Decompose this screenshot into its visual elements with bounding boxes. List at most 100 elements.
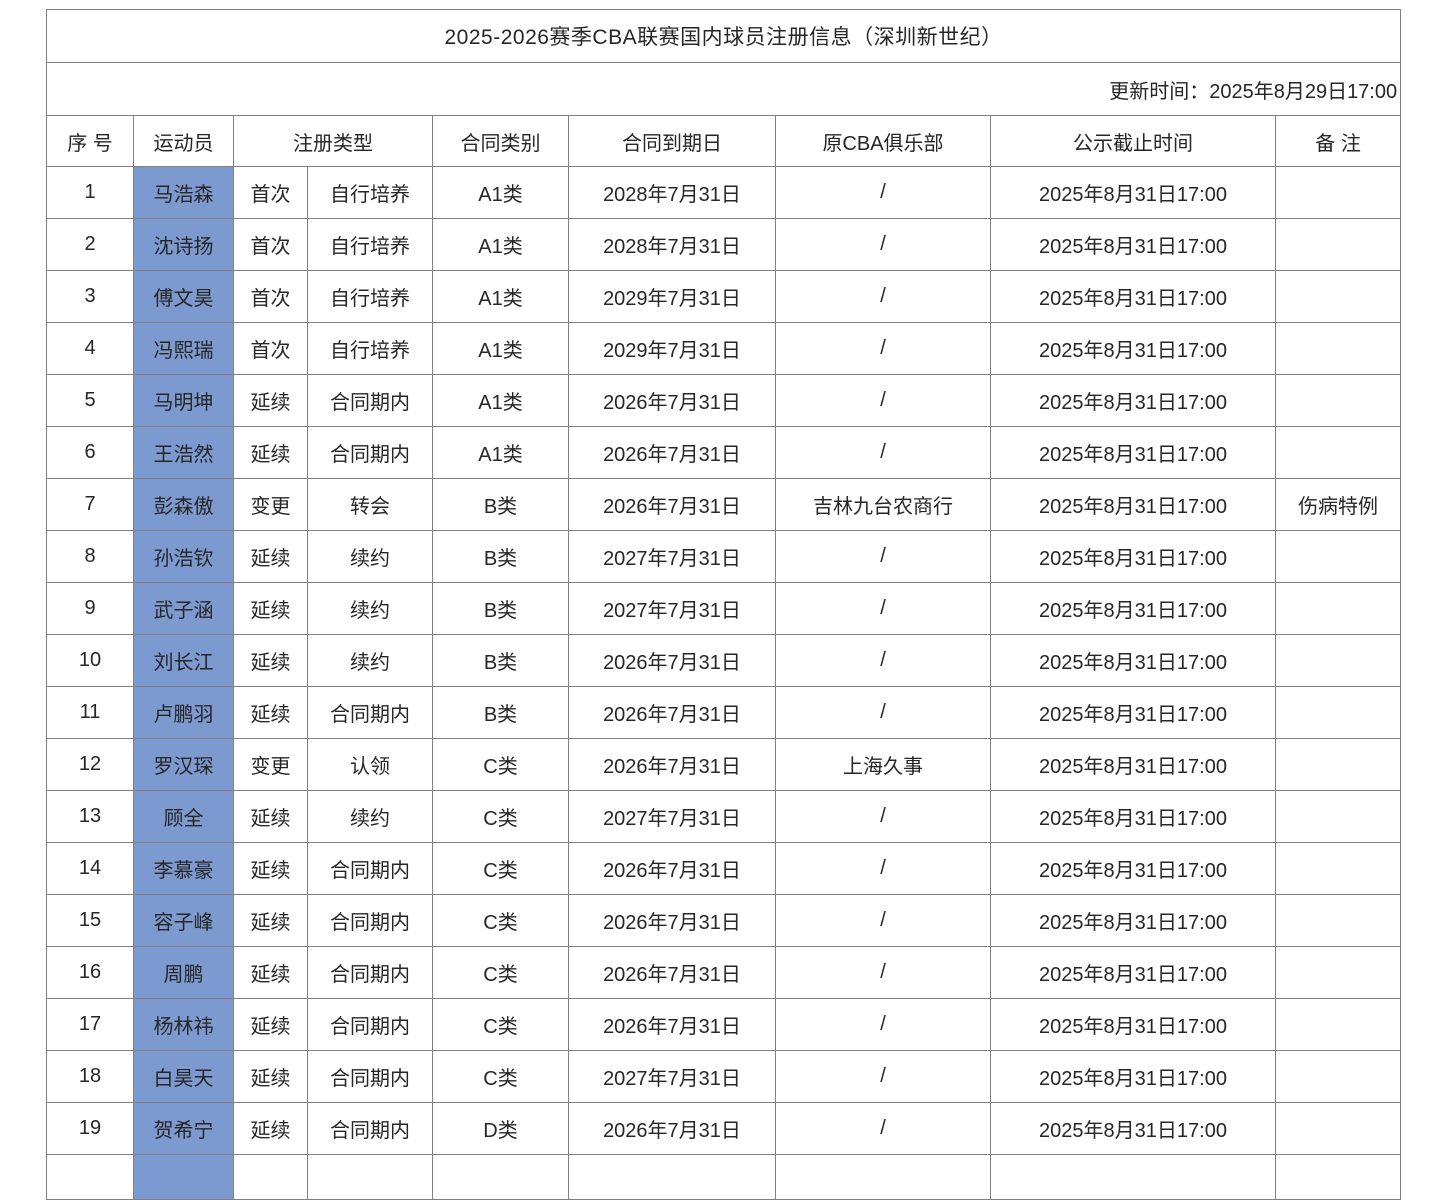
table-row: 19 贺希宁 延续 合同期内 D类 2026年7月31日/2025年8月31日17:00 xyxy=(46,1102,1402,1155)
registration-kind-cell: 延续 xyxy=(233,686,308,739)
table-row: 5 马明坤 延续 合同期内 A1类 2026年7月31日/2025年8月31日17:00 xyxy=(46,374,1402,427)
player-name-cell: 杨林祎 xyxy=(133,998,234,1051)
row-index-cell: 15 xyxy=(46,894,134,947)
former-club-cell: / xyxy=(775,530,991,583)
contract-class-cell: D类 xyxy=(432,1102,569,1155)
publicity-deadline-cell: 2025年8月31日17:00 xyxy=(990,166,1276,219)
registration-detail-cell: 转会 xyxy=(307,478,433,531)
registration-detail-cell: 合同期内 xyxy=(307,686,433,739)
remark-cell: 伤病特例 xyxy=(1274,478,1402,531)
contract-expiry-cell: 2026年7月31日 xyxy=(568,894,776,947)
row-index-cell: 3 xyxy=(46,270,134,323)
registration-detail-cell: 合同期内 xyxy=(307,1050,433,1103)
former-club-cell: / xyxy=(775,842,991,895)
col-header-contract-expiry: 合同到期日 xyxy=(568,115,776,167)
table-row: 9 武子涵 延续 续约 B类 2027年7月31日/2025年8月31日17:00 xyxy=(46,582,1402,635)
row-index-cell: 2 xyxy=(46,218,134,271)
table-row: 6 王浩然 延续 合同期内 A1类 2026年7月31日/2025年8月31日17:00 xyxy=(46,426,1402,479)
header-row: 序 号 运动员 注册类型 合同类别 合同到期日 原CBA俱乐部 公示截止时间 备… xyxy=(46,115,1402,167)
remark-cell xyxy=(1274,582,1402,635)
player-name-cell: 白昊天 xyxy=(133,1050,234,1103)
registration-kind-cell: 延续 xyxy=(233,426,308,479)
registration-detail-cell: 合同期内 xyxy=(307,894,433,947)
player-name-cell: 贺希宁 xyxy=(133,1102,234,1155)
registration-detail-cell: 合同期内 xyxy=(307,998,433,1051)
registration-detail-cell: 自行培养 xyxy=(307,270,433,323)
remark-cell xyxy=(1274,374,1402,427)
player-name-cell: 彭森傲 xyxy=(133,478,234,531)
row-index-cell: 14 xyxy=(46,842,134,895)
former-club-cell: / xyxy=(775,218,991,271)
registration-kind-cell: 延续 xyxy=(233,790,308,843)
table-row: 18 白昊天 延续 合同期内 C类 2027年7月31日/2025年8月31日17:00 xyxy=(46,1050,1402,1103)
publicity-deadline-cell: 2025年8月31日17:00 xyxy=(990,842,1276,895)
row-index-cell: 19 xyxy=(46,1102,134,1155)
remark-cell xyxy=(1274,894,1402,947)
contract-expiry-cell: 2029年7月31日 xyxy=(568,322,776,375)
player-name-cell: 武子涵 xyxy=(133,582,234,635)
registration-detail-cell: 续约 xyxy=(307,790,433,843)
row-index-cell: 12 xyxy=(46,738,134,791)
publicity-deadline-cell: 2025年8月31日17:00 xyxy=(990,322,1276,375)
publicity-deadline-cell: 2025年8月31日17:00 xyxy=(990,998,1276,1051)
row-index-cell xyxy=(46,1154,134,1200)
col-header-publicity-deadline: 公示截止时间 xyxy=(990,115,1276,167)
former-club-cell: 吉林九台农商行 xyxy=(775,478,991,531)
player-name-cell: 冯熙瑞 xyxy=(133,322,234,375)
publicity-deadline-cell: 2025年8月31日17:00 xyxy=(990,894,1276,947)
contract-expiry-cell: 2027年7月31日 xyxy=(568,1050,776,1103)
contract-class-cell: C类 xyxy=(432,946,569,999)
contract-class-cell: A1类 xyxy=(432,322,569,375)
table-row: 17 杨林祎 延续 合同期内 C类 2026年7月31日/2025年8月31日17:00 xyxy=(46,998,1402,1051)
row-index-cell: 11 xyxy=(46,686,134,739)
table-row: 2 沈诗扬 首次 自行培养 A1类 2028年7月31日/2025年8月31日17:00 xyxy=(46,218,1402,271)
row-index-cell: 17 xyxy=(46,998,134,1051)
remark-cell xyxy=(1274,530,1402,583)
contract-class-cell: A1类 xyxy=(432,426,569,479)
contract-class-cell: B类 xyxy=(432,686,569,739)
remark-cell xyxy=(1274,1154,1402,1200)
registration-detail-cell: 合同期内 xyxy=(307,426,433,479)
remark-cell xyxy=(1274,998,1402,1051)
table-row: 13 顾全 延续 续约 C类 2027年7月31日/2025年8月31日17:00 xyxy=(46,790,1402,843)
remark-cell xyxy=(1274,322,1402,375)
publicity-deadline-cell: 2025年8月31日17:00 xyxy=(990,738,1276,791)
registration-table-wrap: 2025-2026赛季CBA联赛国内球员注册信息（深圳新世纪） 更新时间：202… xyxy=(45,9,1402,1200)
row-index-cell: 7 xyxy=(46,478,134,531)
player-name-cell: 马浩森 xyxy=(133,166,234,219)
former-club-cell: / xyxy=(775,1050,991,1103)
remark-cell xyxy=(1274,738,1402,791)
contract-expiry-cell: 2027年7月31日 xyxy=(568,582,776,635)
contract-expiry-cell: 2028年7月31日 xyxy=(568,218,776,271)
table-row: 10 刘长江 延续 续约 B类 2026年7月31日/2025年8月31日17:00 xyxy=(46,634,1402,687)
publicity-deadline-cell: 2025年8月31日17:00 xyxy=(990,426,1276,479)
player-name-cell: 沈诗扬 xyxy=(133,218,234,271)
publicity-deadline-cell: 2025年8月31日17:00 xyxy=(990,634,1276,687)
former-club-cell: / xyxy=(775,582,991,635)
player-name-cell: 容子峰 xyxy=(133,894,234,947)
table-row: 1 马浩森 首次 自行培养 A1类 2028年7月31日/2025年8月31日17:00 xyxy=(46,166,1402,219)
publicity-deadline-cell: 2025年8月31日17:00 xyxy=(990,270,1276,323)
registration-kind-cell: 首次 xyxy=(233,270,308,323)
registration-kind-cell: 延续 xyxy=(233,946,308,999)
registration-detail-cell: 续约 xyxy=(307,582,433,635)
contract-expiry-cell: 2027年7月31日 xyxy=(568,790,776,843)
table-row: 16 周鹏 延续 合同期内 C类 2026年7月31日/2025年8月31日17:00 xyxy=(46,946,1402,999)
contract-class-cell: B类 xyxy=(432,530,569,583)
publicity-deadline-cell: 2025年8月31日17:00 xyxy=(990,374,1276,427)
title-row: 2025-2026赛季CBA联赛国内球员注册信息（深圳新世纪） xyxy=(45,9,1402,63)
remark-cell xyxy=(1274,166,1402,219)
registration-detail-cell: 自行培养 xyxy=(307,322,433,375)
contract-class-cell: A1类 xyxy=(432,166,569,219)
former-club-cell: / xyxy=(775,322,991,375)
row-index-cell: 6 xyxy=(46,426,134,479)
player-name-cell: 卢鹏羽 xyxy=(133,686,234,739)
player-name-cell: 罗汉琛 xyxy=(133,738,234,791)
table-row: 3 傅文昊 首次 自行培养 A1类 2029年7月31日/2025年8月31日17:00 xyxy=(46,270,1402,323)
table-row: 14 李慕豪 延续 合同期内 C类 2026年7月31日/2025年8月31日17:00 xyxy=(46,842,1402,895)
registration-detail-cell: 自行培养 xyxy=(307,166,433,219)
registration-kind-cell: 延续 xyxy=(233,634,308,687)
former-club-cell: / xyxy=(775,426,991,479)
remark-cell xyxy=(1274,218,1402,271)
registration-detail-cell: 合同期内 xyxy=(307,374,433,427)
